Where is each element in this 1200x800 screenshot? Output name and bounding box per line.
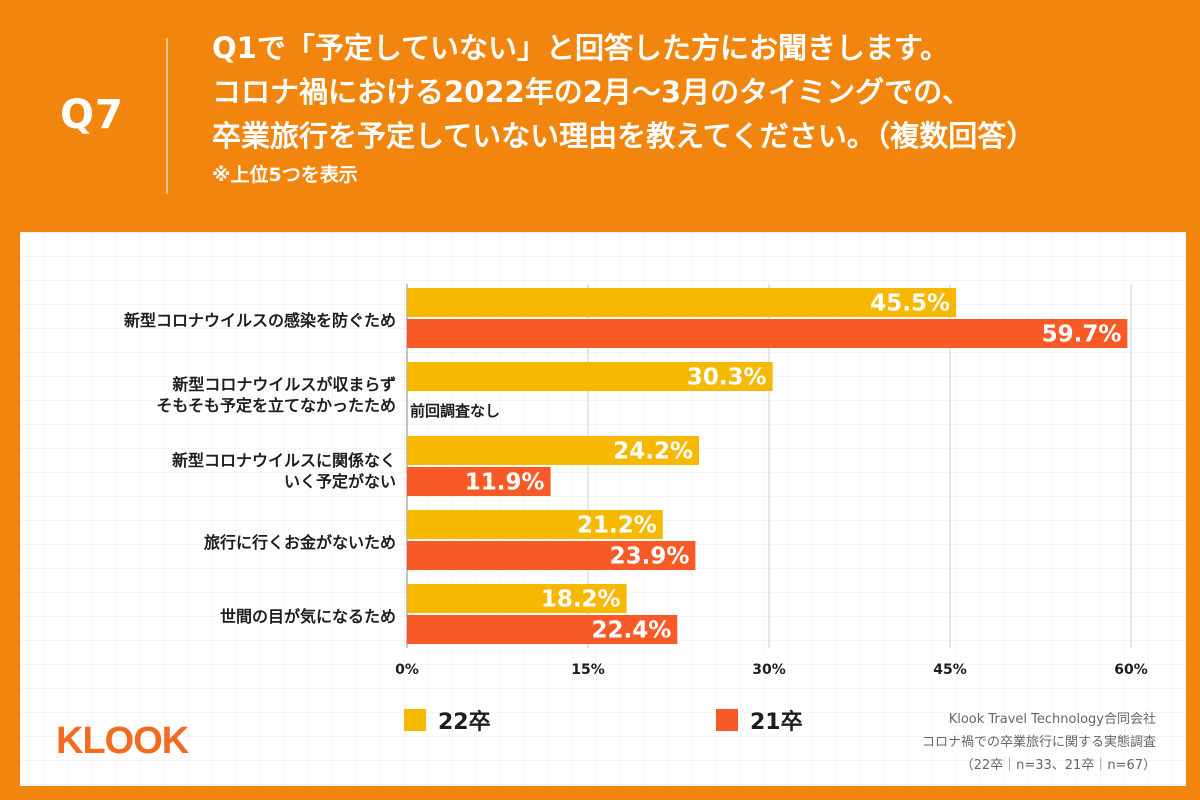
bar-21卒-3 xyxy=(407,467,551,496)
bar-21卒-5 xyxy=(407,615,678,644)
value-label-22卒-1: 45.5% xyxy=(870,291,950,317)
category-label-5: 世間の目が気になるため xyxy=(219,607,396,626)
source-line-3: （22卒｜n=33、21卒｜n=67） xyxy=(960,758,1156,773)
category-label-1: 新型コロナウイルスの感染を防ぐため xyxy=(123,311,396,330)
value-label-22卒-3: 24.2% xyxy=(613,439,693,465)
question-line-1: Q1で「予定していない」と回答した方にお聞きします。 xyxy=(212,31,950,65)
header: Q7 Q1で「予定していない」と回答した方にお聞きします。 コロナ禍における20… xyxy=(0,0,1200,232)
bar-22卒-4 xyxy=(407,510,663,539)
x-tick-label-2: 30% xyxy=(752,662,786,678)
category-label-3: 新型コロナウイルスに関係なく いく予定がない xyxy=(171,451,396,491)
legend-item-22: 22卒 xyxy=(404,704,491,736)
klook-logo: KLOOK xyxy=(56,720,189,762)
header-divider xyxy=(166,38,168,194)
category-label-2: 新型コロナウイルスが収まらず そもそも予定を立てなかったため xyxy=(156,375,396,415)
bar-21卒-1 xyxy=(407,319,1128,348)
x-tick-label-4: 60% xyxy=(1114,662,1148,678)
bar-22卒-3 xyxy=(407,436,700,465)
bar-22卒-5 xyxy=(407,584,627,613)
value-label-22卒-2: 30.3% xyxy=(687,365,767,391)
question-text: Q1で「予定していない」と回答した方にお聞きします。 コロナ禍における2022年… xyxy=(212,26,1182,190)
question-number: Q7 xyxy=(60,92,124,138)
x-tick-label-3: 45% xyxy=(933,662,967,678)
chart-panel: 0% 15% 30% 45% 60% 45.5% 30.3% 24.2% 21.2% 18.2% 5… xyxy=(20,232,1186,786)
value-label-22卒-4: 21.2% xyxy=(577,513,657,539)
legend-item-21: 21卒 xyxy=(716,704,803,736)
value-label-21卒-4: 23.9% xyxy=(610,544,690,570)
category-label-4: 旅行に行くお金がないため xyxy=(203,533,396,552)
legend-label-21: 21卒 xyxy=(750,710,803,735)
bar-22卒-1 xyxy=(407,288,957,317)
question-line-2: コロナ禍における2022年の2月〜3月のタイミングでの、 xyxy=(212,75,972,109)
source-credit: Klook Travel Technology合同会社 コロナ禍での卒業旅行に関… xyxy=(922,708,1156,777)
question-note: ※上位5つを表示 xyxy=(212,164,358,186)
bar-22卒-2 xyxy=(407,362,773,391)
legend-swatch-22 xyxy=(404,709,426,731)
no-previous-survey-note: 前回調査なし xyxy=(410,402,501,420)
value-label-21卒-3: 11.9% xyxy=(465,470,545,496)
x-tick-label-0: 0% xyxy=(395,662,419,678)
value-label-22卒-5: 18.2% xyxy=(541,587,621,613)
source-line-2: コロナ禍での卒業旅行に関する実態調査 xyxy=(921,735,1156,750)
bar-chart: 0% 15% 30% 45% 60% 45.5% 30.3% 24.2% 21.2% 18.2% 5… xyxy=(395,284,1148,678)
legend-swatch-21 xyxy=(716,709,738,731)
legend-label-22: 22卒 xyxy=(438,710,491,735)
value-label-21卒-1: 59.7% xyxy=(1042,322,1122,348)
value-label-21卒-5: 22.4% xyxy=(591,618,671,644)
x-tick-label-1: 15% xyxy=(571,662,605,678)
source-line-1: Klook Travel Technology合同会社 xyxy=(948,712,1156,727)
question-line-3: 卒業旅行を予定していない理由を教えてください。（複数回答） xyxy=(212,119,1036,153)
bar-21卒-4 xyxy=(407,541,696,570)
